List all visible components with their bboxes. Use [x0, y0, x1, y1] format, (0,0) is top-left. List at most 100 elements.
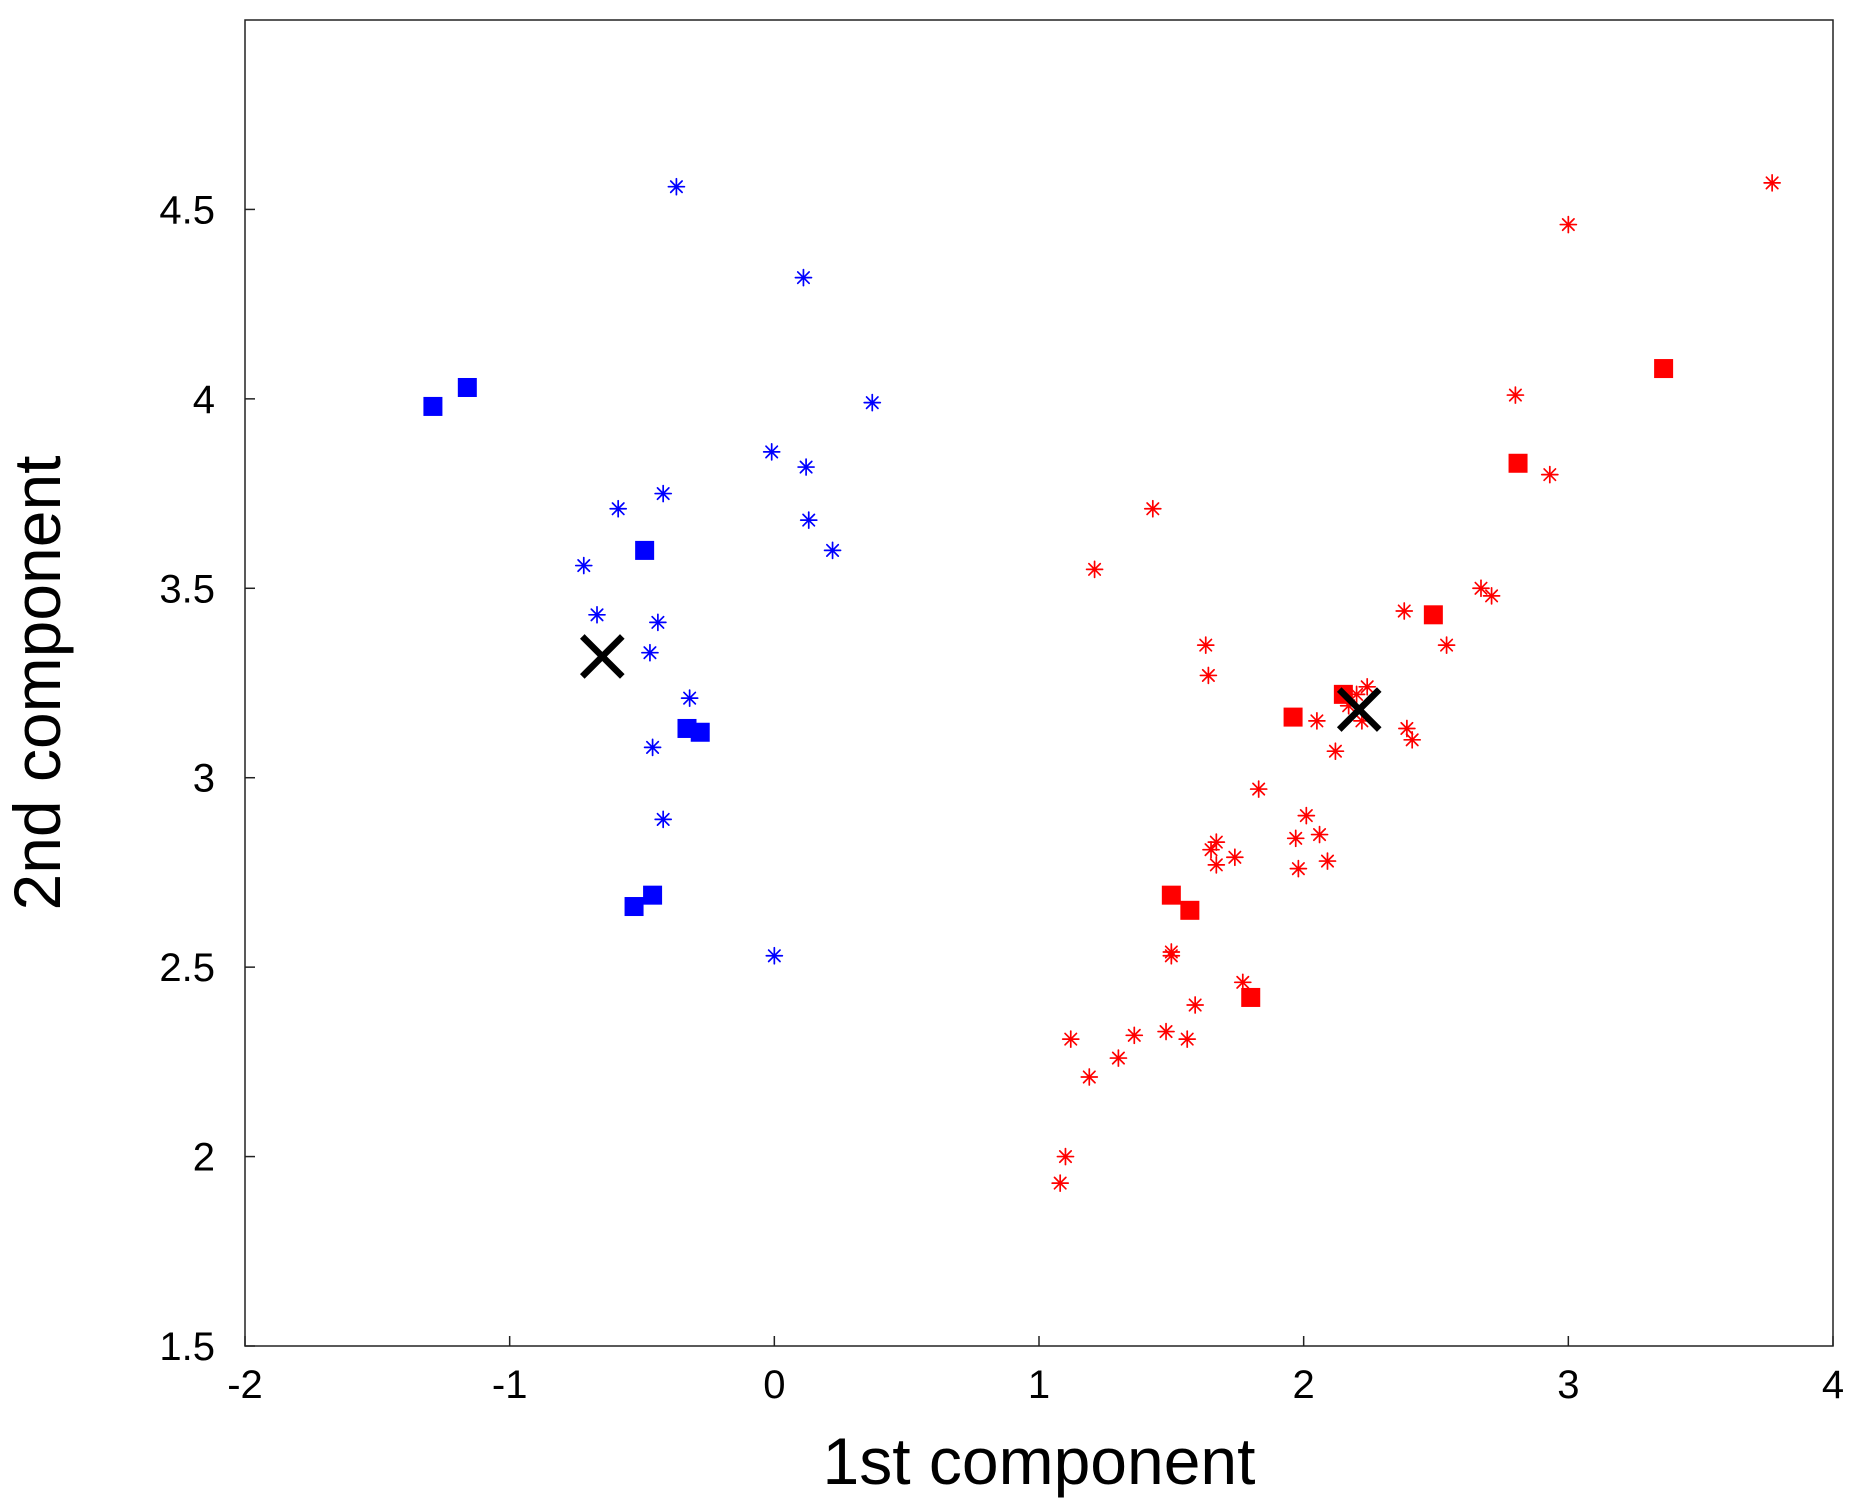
- asterisk-stroke: [1440, 638, 1454, 652]
- asterisk-point: [1506, 386, 1525, 404]
- asterisk-point: [667, 177, 686, 196]
- asterisk-stroke: [802, 513, 816, 527]
- asterisk-stroke: [796, 271, 810, 285]
- asterisk-stroke: [1397, 604, 1411, 618]
- x-tick-label: -2: [227, 1363, 263, 1407]
- asterisk-stroke: [683, 691, 697, 705]
- asterisk-stroke: [1146, 502, 1160, 516]
- asterisk-stroke: [1765, 176, 1779, 190]
- asterisk-point: [1310, 825, 1329, 844]
- asterisk-stroke: [826, 543, 840, 557]
- asterisk-point: [765, 946, 784, 965]
- asterisk-stroke: [1053, 1176, 1067, 1190]
- asterisk-point: [1308, 712, 1326, 730]
- square-point: [457, 377, 477, 397]
- square-point: [1241, 987, 1261, 1007]
- asterisk-point: [1763, 174, 1781, 192]
- asterisk-point: [1540, 465, 1559, 484]
- asterisk-point: [1482, 587, 1501, 605]
- asterisk-point: [1318, 852, 1337, 870]
- asterisk-point: [823, 541, 842, 560]
- y-tick-label: 1.5: [159, 1325, 215, 1369]
- x-tick-label: 0: [763, 1363, 785, 1407]
- asterisk-stroke: [1088, 562, 1102, 576]
- asterisk-stroke: [590, 608, 604, 622]
- asterisk-point: [1249, 780, 1268, 798]
- cross-stroke: [580, 634, 625, 679]
- asterisk-stroke: [1201, 668, 1215, 682]
- asterisk-stroke: [1405, 733, 1419, 747]
- asterisk-point: [1186, 996, 1205, 1014]
- asterisk-stroke: [669, 180, 683, 194]
- square-point: [1423, 605, 1443, 625]
- square-point: [1180, 900, 1200, 920]
- square-point: [1508, 453, 1528, 473]
- asterisk-point: [762, 443, 781, 461]
- x-tick-label: -1: [492, 1363, 528, 1407]
- square-point: [643, 885, 663, 905]
- asterisk-stroke: [643, 646, 657, 660]
- asterisk-point: [1207, 856, 1226, 874]
- asterisk-stroke: [1400, 721, 1414, 736]
- asterisk-stroke: [577, 559, 591, 573]
- asterisk-stroke: [611, 502, 625, 516]
- asterisk-stroke: [1561, 218, 1575, 232]
- square-point: [635, 540, 655, 560]
- asterisk-point: [1178, 1030, 1197, 1048]
- asterisk-point: [1358, 677, 1377, 696]
- asterisk-stroke: [1320, 854, 1335, 868]
- asterisk-stroke: [1508, 388, 1522, 402]
- asterisk-point: [1085, 560, 1104, 579]
- asterisk-point: [1226, 848, 1244, 867]
- asterisk-point: [641, 643, 659, 662]
- asterisk-point: [574, 556, 593, 575]
- asterisk-point: [649, 613, 667, 632]
- asterisk-stroke: [1228, 850, 1242, 864]
- asterisk-stroke: [1291, 862, 1305, 876]
- asterisk-point: [1125, 1026, 1144, 1045]
- asterisk-point: [797, 458, 815, 476]
- asterisk-point: [1286, 829, 1305, 848]
- asterisk-point: [609, 499, 628, 518]
- asterisk-stroke: [1058, 1150, 1073, 1164]
- asterisk-point: [863, 393, 882, 412]
- asterisk-point: [1196, 636, 1215, 654]
- y-tick-label: 4: [193, 378, 215, 422]
- asterisk-point: [1297, 806, 1316, 825]
- x-tick-label: 4: [1822, 1363, 1844, 1407]
- x-axis-title: 1st component: [823, 1424, 1256, 1498]
- asterisk-point: [1559, 215, 1578, 234]
- asterisk-stroke: [767, 949, 781, 963]
- asterisk-point: [1233, 973, 1252, 992]
- asterisk-stroke: [1159, 1024, 1173, 1039]
- asterisk-stroke: [1312, 827, 1327, 842]
- asterisk-point: [1061, 1030, 1080, 1048]
- data-points: [423, 174, 1781, 1192]
- asterisk-stroke: [1310, 714, 1324, 728]
- y-tick-label: 3.5: [159, 567, 215, 611]
- asterisk-stroke: [1064, 1032, 1078, 1046]
- asterisk-stroke: [765, 445, 779, 459]
- asterisk-point: [1143, 499, 1162, 518]
- y-tick-label: 3: [193, 757, 215, 801]
- asterisk-stroke: [1543, 468, 1557, 482]
- asterisk-point: [1202, 840, 1220, 859]
- square-point: [1161, 885, 1181, 905]
- asterisk-point: [799, 511, 818, 529]
- asterisk-stroke: [1209, 835, 1223, 849]
- asterisk-point: [1080, 1068, 1099, 1086]
- x-tick-label: 3: [1557, 1363, 1579, 1407]
- asterisk-stroke: [865, 396, 879, 410]
- square-point: [690, 722, 710, 742]
- asterisk-point: [1207, 833, 1226, 851]
- asterisk-point: [1472, 579, 1490, 598]
- asterisk-point: [654, 484, 673, 503]
- asterisk-point: [794, 268, 813, 287]
- asterisk-point: [588, 605, 606, 624]
- asterisk-stroke: [1199, 638, 1213, 652]
- asterisk-point: [1199, 666, 1218, 685]
- asterisk-stroke: [1127, 1028, 1141, 1042]
- plot-area-frame: [244, 19, 1834, 1347]
